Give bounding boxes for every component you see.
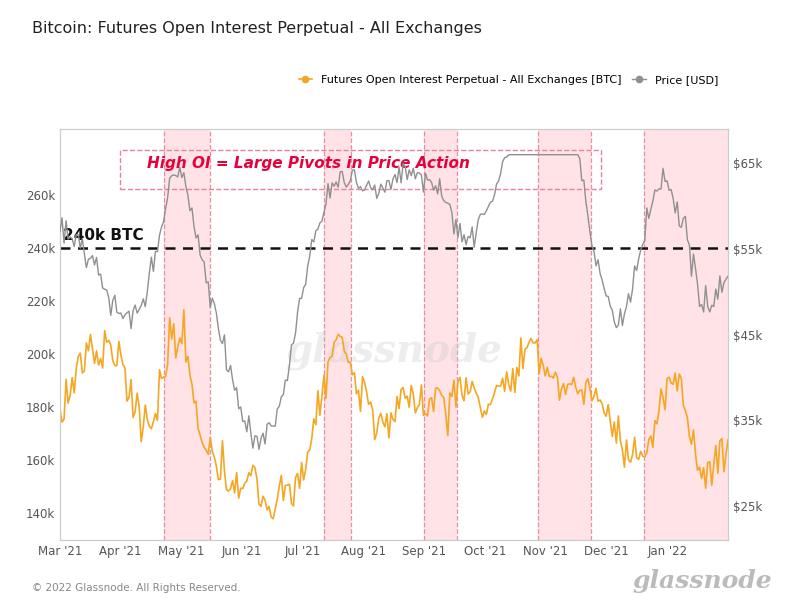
Bar bbox=[424, 129, 458, 540]
Legend: Futures Open Interest Perpetual - All Exchanges [BTC], Price [USD]: Futures Open Interest Perpetual - All Ex… bbox=[294, 71, 722, 90]
Text: Bitcoin: Futures Open Interest Perpetual - All Exchanges: Bitcoin: Futures Open Interest Perpetual… bbox=[32, 21, 482, 36]
Text: glassnode: glassnode bbox=[632, 569, 772, 593]
Text: © 2022 Glassnode. All Rights Reserved.: © 2022 Glassnode. All Rights Reserved. bbox=[32, 583, 241, 593]
Bar bbox=[163, 129, 210, 540]
Text: High OI = Large Pivots in Price Action: High OI = Large Pivots in Price Action bbox=[147, 156, 470, 171]
Bar bbox=[645, 129, 734, 540]
Text: 240k BTC: 240k BTC bbox=[63, 228, 144, 243]
Bar bbox=[538, 129, 591, 540]
Bar bbox=[324, 129, 350, 540]
Text: glassnode: glassnode bbox=[286, 332, 502, 370]
